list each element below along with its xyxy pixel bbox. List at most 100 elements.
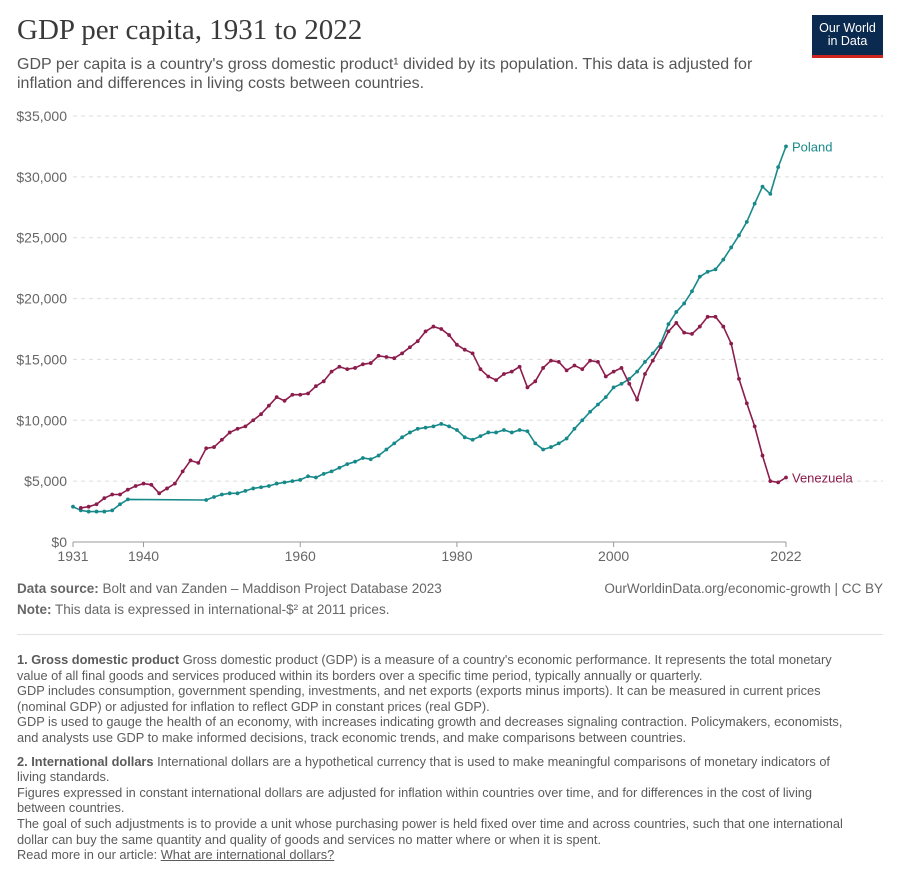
y-tick-label: $10,000 xyxy=(16,412,67,428)
data-point xyxy=(619,381,624,386)
data-point xyxy=(78,506,83,510)
data-point xyxy=(588,409,593,414)
data-point xyxy=(650,351,655,356)
data-point xyxy=(321,471,326,476)
data-point xyxy=(650,358,655,363)
data-point xyxy=(721,324,726,329)
x-tick-label: 2000 xyxy=(598,548,629,564)
data-point xyxy=(368,457,373,462)
data-point xyxy=(564,436,569,441)
data-point xyxy=(478,367,483,372)
data-point xyxy=(313,384,318,389)
data-point xyxy=(760,453,765,458)
data-point xyxy=(549,445,553,449)
logo[interactable]: Our World in Data xyxy=(812,15,883,58)
data-point xyxy=(400,435,404,440)
data-point xyxy=(768,191,773,196)
data-point xyxy=(737,233,741,238)
data-point xyxy=(447,333,451,337)
data-point xyxy=(588,358,593,363)
y-tick-label: $20,000 xyxy=(16,291,67,307)
data-point xyxy=(71,504,75,509)
data-point xyxy=(643,372,647,376)
data-point xyxy=(713,314,718,319)
data-point xyxy=(643,359,647,364)
data-point xyxy=(752,201,757,206)
data-point xyxy=(596,402,600,407)
footnote: 2. International dollars International d… xyxy=(17,754,852,863)
data-point xyxy=(392,441,397,446)
data-point xyxy=(102,496,107,501)
logo-text: Our World in Data xyxy=(819,21,876,48)
data-point xyxy=(118,502,122,507)
data-point xyxy=(556,359,561,364)
data-point xyxy=(470,437,475,442)
data-point xyxy=(204,446,209,451)
data-point xyxy=(697,324,702,329)
data-point xyxy=(705,314,710,319)
footnotes: 1. Gross domestic product Gross domestic… xyxy=(17,652,852,871)
note: Note: This data is expressed in internat… xyxy=(17,602,389,617)
data-point xyxy=(564,368,569,373)
y-tick-label: $15,000 xyxy=(16,351,67,367)
footnote-paragraph: The goal of such adjustments is to provi… xyxy=(17,815,843,847)
data-point xyxy=(580,418,585,423)
data-point xyxy=(455,342,459,347)
data-point xyxy=(502,428,506,432)
data-point xyxy=(447,424,451,429)
data-point xyxy=(541,366,546,370)
subtitle: GDP per capita is a country's gross dome… xyxy=(17,56,753,92)
data-point xyxy=(227,430,232,435)
data-point xyxy=(619,366,624,370)
data-point xyxy=(306,474,310,479)
data-point xyxy=(776,165,781,170)
data-point xyxy=(149,482,154,487)
data-point xyxy=(290,479,295,484)
data-point xyxy=(298,392,303,397)
data-point xyxy=(674,310,679,314)
data-point xyxy=(784,475,788,480)
data-point xyxy=(219,437,224,442)
y-tick-label: $0 xyxy=(51,534,67,550)
data-point xyxy=(329,369,334,374)
data-point xyxy=(768,479,773,484)
data-point xyxy=(713,267,718,272)
x-tick-label: 1940 xyxy=(128,548,159,564)
url[interactable]: OurWorldinData.org/economic-growth | CC … xyxy=(604,581,883,596)
chart: $0 $5,000 $10,000 $15,000 $20,000 $25,000 $30,… xyxy=(16,108,883,564)
data-point xyxy=(227,491,232,496)
data-point xyxy=(611,369,616,374)
data-point xyxy=(361,456,365,460)
data-point xyxy=(345,367,350,372)
data-point xyxy=(125,497,130,502)
data-point xyxy=(282,398,287,403)
data-point xyxy=(353,459,357,464)
data-point xyxy=(337,364,342,369)
data-point xyxy=(86,509,91,514)
data-point xyxy=(572,363,577,368)
data-point xyxy=(478,434,483,439)
data-point xyxy=(235,491,240,496)
data-point xyxy=(415,426,420,431)
data-point xyxy=(690,289,694,294)
data-point xyxy=(682,330,687,335)
data-point xyxy=(415,339,420,344)
data-point xyxy=(376,453,381,458)
data-point xyxy=(572,426,577,431)
data-point xyxy=(525,429,530,434)
data-point xyxy=(603,374,608,379)
data-point xyxy=(94,509,99,514)
data-point xyxy=(345,462,350,467)
footnote-text: Gross domestic product (GDP) is a measur… xyxy=(17,652,832,683)
data-point xyxy=(666,322,671,327)
data-point xyxy=(321,379,326,384)
data-point xyxy=(251,486,256,491)
data-point xyxy=(110,508,115,513)
data-point xyxy=(439,327,444,331)
article-link[interactable]: What are international dollars? xyxy=(160,847,335,863)
data-point xyxy=(541,447,546,452)
data-point xyxy=(462,347,467,352)
data-point xyxy=(384,355,389,359)
data-point xyxy=(337,465,342,470)
footnote-paragraph: GDP includes consumption, government spe… xyxy=(17,683,821,714)
